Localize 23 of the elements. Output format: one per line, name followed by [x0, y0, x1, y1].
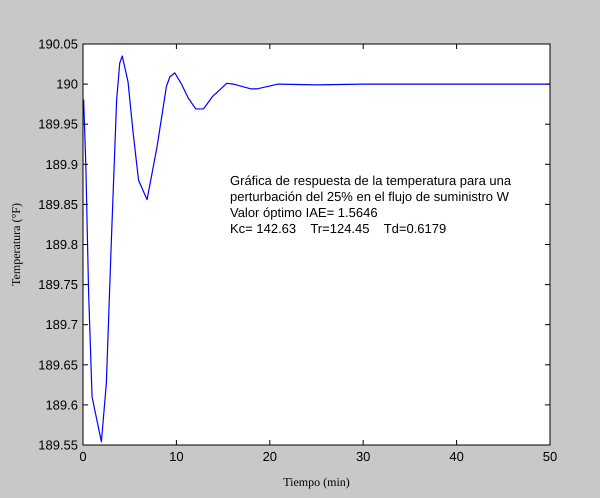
y-tick-label: 189.7	[45, 317, 78, 332]
y-tick-label: 190.05	[38, 36, 78, 52]
x-axis-title: Tiempo (min)	[283, 475, 350, 489]
x-tick-label: 40	[449, 449, 464, 464]
y-tick-label: 189.9	[45, 156, 78, 172]
x-tick-label: 0	[79, 449, 87, 464]
y-tick-label: 189.85	[38, 196, 78, 212]
y-tick-label: 189.55	[38, 438, 78, 452]
annotation: perturbación del 25% en el flujo de suministro W	[230, 189, 510, 204]
annotation: Gráfica de respuesta de la temperatura para una	[230, 173, 512, 188]
annotation: Valor óptimo IAE= 1.5646	[230, 205, 378, 220]
y-tick-label: 189.75	[38, 277, 78, 292]
x-tick-label: 30	[356, 449, 370, 464]
y-tick-label: 189.8	[45, 237, 78, 252]
x-tick-label: 20	[262, 449, 278, 464]
y-tick-label: 189.6	[45, 397, 78, 412]
x-tick-label: 50	[542, 449, 558, 464]
y-tick-label: 189.95	[38, 116, 78, 132]
y-tick-label: 189.65	[38, 357, 78, 372]
annotation: Kc= 142.63 Tr=124.45 Td=0.6179	[230, 221, 446, 236]
x-tick-label: 10	[169, 449, 184, 464]
y-axis-title: Temperatura (°F)	[9, 203, 23, 286]
y-tick-label: 190	[56, 76, 78, 92]
